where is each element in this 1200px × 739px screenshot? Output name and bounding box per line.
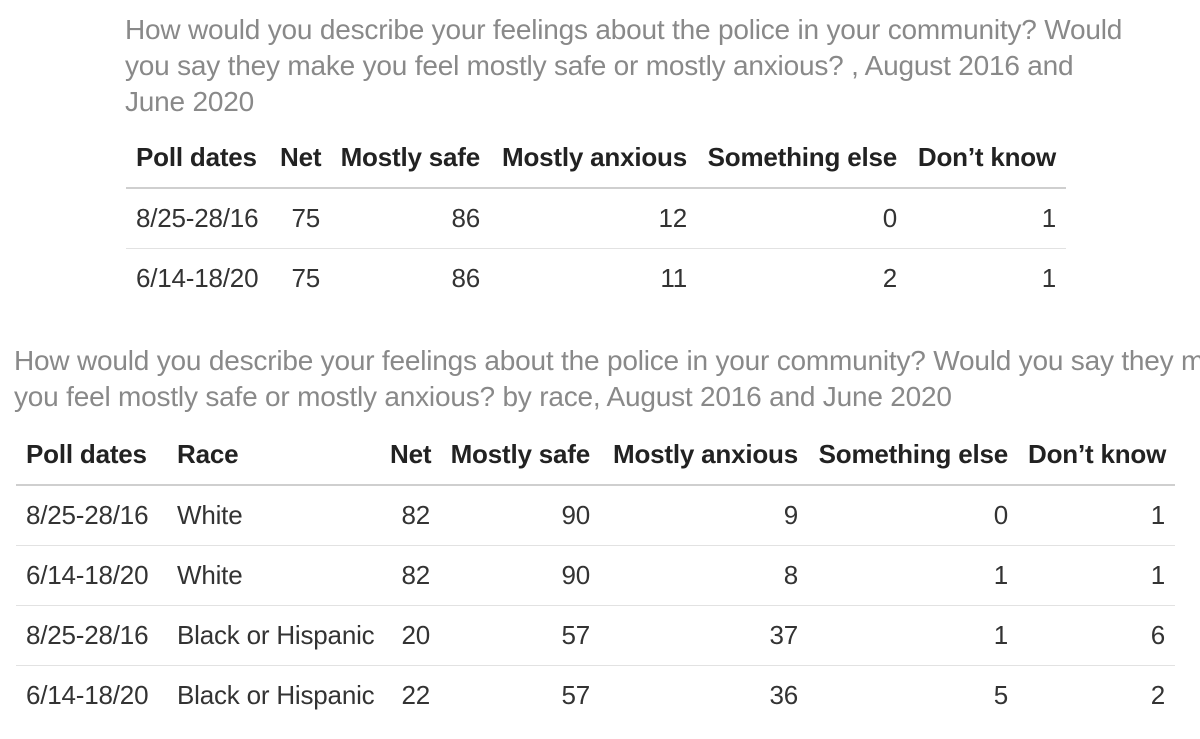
cell-mostly-anxious: 9	[783, 499, 798, 530]
column-header-poll-dates: Poll dates	[126, 128, 270, 189]
column-header-mostly-safe: Mostly safe	[440, 425, 600, 486]
cell-dont-know: 6	[1018, 604, 1175, 665]
header-row: Poll dates Net Mostly safe Mostly anxiou…	[126, 128, 1066, 189]
cell-poll-dates: 6/14-18/20	[16, 544, 167, 605]
poll-question-title-by-race: How would you describe your feelings abo…	[14, 343, 1200, 415]
title-line: June 2020	[125, 86, 254, 117]
cell-mostly-anxious: 37	[600, 604, 808, 665]
cell-something-else: 1	[808, 604, 1018, 665]
cell-mostly-anxious: 11	[490, 247, 697, 308]
cell-race: Black or Hispanic	[167, 664, 380, 725]
cell-race: White	[177, 499, 243, 530]
cell-race: White	[167, 544, 380, 605]
cell-dont-know: 1	[1018, 544, 1175, 605]
title-line: How would you describe your feelings abo…	[14, 345, 1200, 376]
cell-net: 20	[380, 604, 440, 665]
cell-net: 82	[380, 544, 440, 605]
table-row: 6/14-18/20 75 86 11 2 1	[126, 247, 1066, 308]
cell-something-else: 2	[697, 247, 907, 308]
cell-poll-dates: 6/14-18/20	[126, 247, 270, 308]
cell-dont-know: 1	[1150, 499, 1165, 530]
cell-mostly-anxious: 12	[658, 202, 687, 233]
table-row: 8/25-28/16 White 82 90 9 0 1	[16, 485, 1175, 545]
cell-net: 75	[291, 202, 320, 233]
cell-net: 82	[401, 499, 430, 530]
header-row: Poll dates Race Net Mostly safe Mostly a…	[16, 425, 1175, 486]
cell-something-else: 5	[808, 664, 1018, 725]
poll-table-overall: Poll dates Net Mostly safe Mostly anxiou…	[126, 128, 1066, 308]
title-line: you feel mostly safe or mostly anxious? …	[14, 381, 952, 412]
cell-mostly-safe: 90	[440, 544, 600, 605]
cell-mostly-safe: 86	[451, 202, 480, 233]
cell-dont-know: 2	[1018, 664, 1175, 725]
column-header-net: Net	[380, 425, 440, 486]
cell-net: 22	[380, 664, 440, 725]
cell-mostly-anxious: 36	[600, 664, 808, 725]
cell-dont-know: 1	[1041, 202, 1056, 233]
column-header-mostly-safe: Mostly safe	[330, 128, 490, 189]
cell-race: Black or Hispanic	[167, 604, 380, 665]
table-row: 8/25-28/16 75 86 12 0 1	[126, 188, 1066, 248]
table-row: 6/14-18/20 White 82 90 8 1 1	[16, 544, 1175, 605]
column-header-dont-know: Don’t know	[1018, 425, 1175, 486]
cell-poll-dates: 8/25-28/16	[16, 604, 167, 665]
cell-something-else: 0	[993, 499, 1008, 530]
cell-something-else: 1	[808, 544, 1018, 605]
cell-mostly-anxious: 8	[600, 544, 808, 605]
table-row: 6/14-18/20 Black or Hispanic 22 57 36 5 …	[16, 664, 1175, 725]
column-header-dont-know: Don’t know	[907, 128, 1066, 189]
poll-question-title-overall: How would you describe your feelings abo…	[125, 12, 1122, 120]
column-header-something-else: Something else	[808, 425, 1018, 486]
cell-dont-know: 1	[907, 247, 1066, 308]
cell-poll-dates: 6/14-18/20	[16, 664, 167, 725]
cell-mostly-safe: 57	[440, 604, 600, 665]
title-line: How would you describe your feelings abo…	[125, 14, 1123, 45]
cell-net: 75	[270, 247, 330, 308]
column-header-poll-dates: Poll dates	[16, 425, 167, 486]
table-row: 8/25-28/16 Black or Hispanic 20 57 37 1 …	[16, 604, 1175, 665]
title-line: you say they make you feel mostly safe o…	[125, 50, 1074, 81]
cell-something-else: 0	[882, 202, 897, 233]
cell-poll-dates: 8/25-28/16	[136, 202, 259, 233]
cell-mostly-safe: 86	[330, 247, 490, 308]
cell-mostly-safe: 57	[440, 664, 600, 725]
column-header-something-else: Something else	[697, 128, 907, 189]
column-header-mostly-anxious: Mostly anxious	[490, 128, 697, 189]
column-header-race: Race	[167, 425, 380, 486]
column-header-mostly-anxious: Mostly anxious	[600, 425, 808, 486]
poll-table-by-race: Poll dates Race Net Mostly safe Mostly a…	[16, 425, 1175, 725]
cell-poll-dates: 8/25-28/16	[26, 499, 149, 530]
column-header-net: Net	[270, 128, 330, 189]
cell-mostly-safe: 90	[561, 499, 590, 530]
